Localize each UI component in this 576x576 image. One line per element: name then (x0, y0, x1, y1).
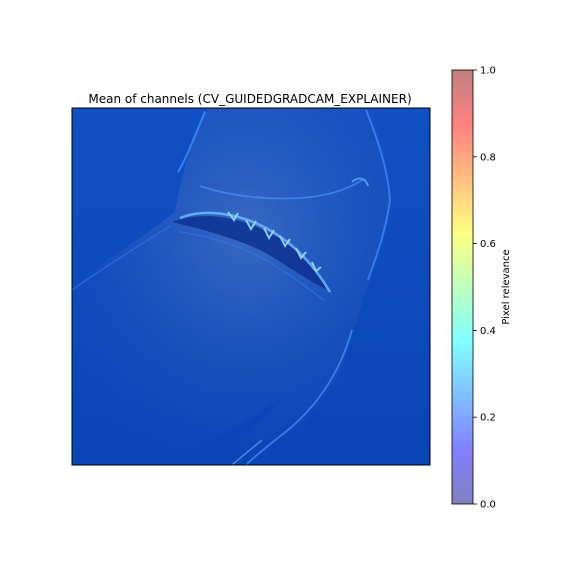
colorbar-tick-label: 1.0 (480, 66, 496, 77)
right-edge-highlight (365, 109, 392, 281)
chart-title: Mean of channels (CV_GUIDEDGRADCAM_EXPLA… (88, 92, 411, 106)
colorbar-frame (451, 69, 474, 505)
snout-outline-highlight (177, 111, 206, 173)
left-flank-highlight (72, 225, 171, 291)
teeth-highlight (227, 211, 322, 273)
upper-jaw-highlight (199, 179, 363, 200)
lower-jaw-highlight (179, 231, 325, 301)
colorbar-tick-label: 0.4 (480, 326, 496, 337)
colorbar-gradient (452, 70, 473, 504)
belly-edge-highlight (245, 329, 353, 465)
heatmap-image (72, 108, 430, 465)
shark-mouth (172, 216, 328, 290)
colorbar-tick-label: 0.0 (480, 500, 496, 511)
colorbar-label: Pixel relevance (501, 249, 512, 324)
colorbar-tick-label: 0.6 (480, 239, 496, 250)
jaw-line-highlight (179, 211, 332, 293)
colorbar-tick-label: 0.8 (480, 152, 496, 163)
plot-frame (71, 107, 431, 466)
fin-edge-highlight (231, 439, 263, 465)
eye-highlight (351, 177, 369, 187)
colorbar: 0.0 0.2 0.4 0.6 0.8 1.0 Pixel relevance (451, 66, 512, 511)
colorbar-tick-label: 0.2 (480, 413, 496, 424)
colorbar-ticks: 0.0 0.2 0.4 0.6 0.8 1.0 (473, 66, 496, 511)
